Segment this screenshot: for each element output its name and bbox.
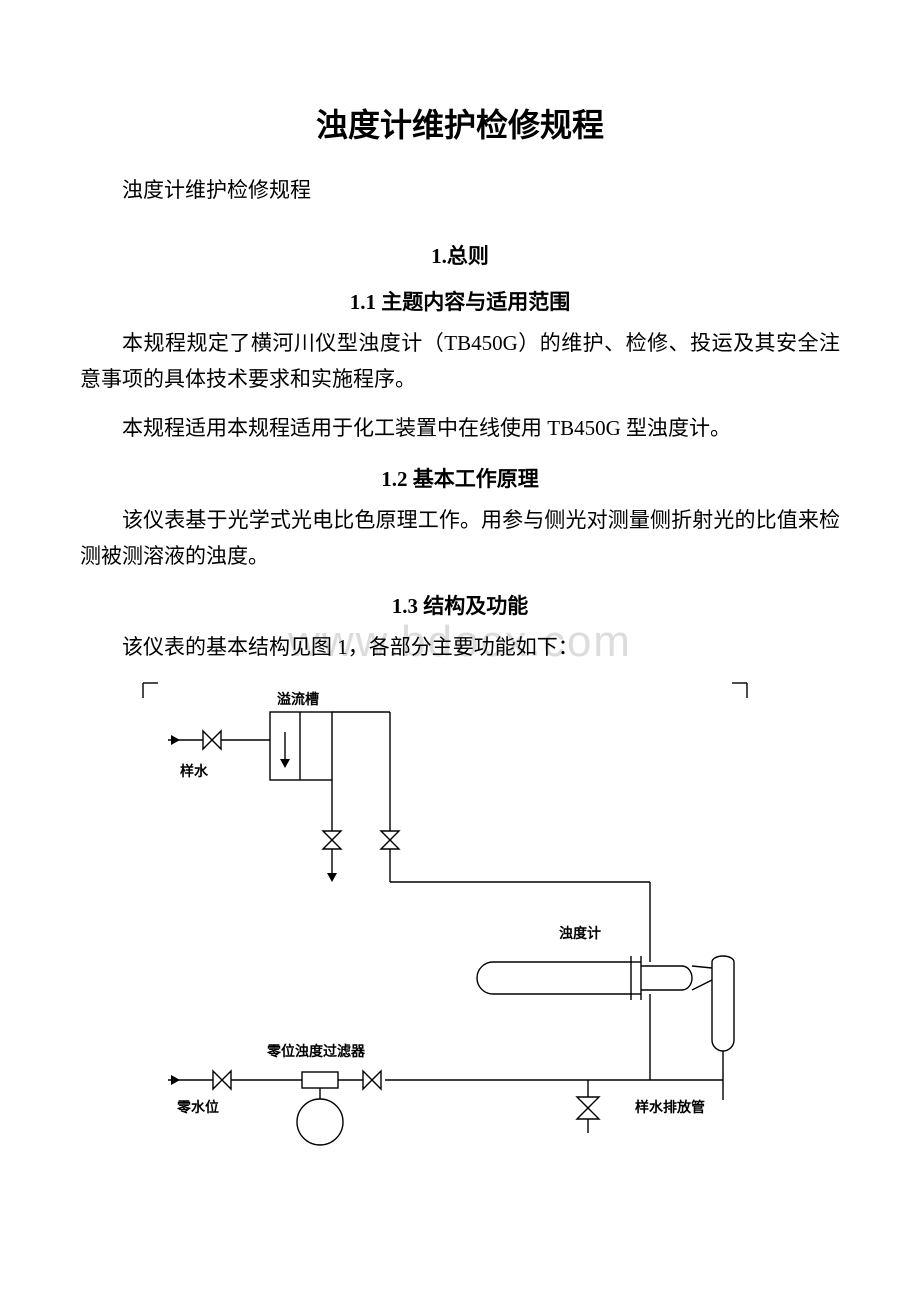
structure-diagram: 溢流槽样水浊度计零位浊度过滤器零水位 样水排放管 <box>140 680 750 1185</box>
svg-text:浊度计: 浊度计 <box>559 925 601 941</box>
section-1-heading: 1.总则 <box>80 240 840 270</box>
section-1-1-p1: 本规程规定了横河川仪型浊度计（TB450G）的维护、检修、投运及其安全注意事项的… <box>80 326 840 397</box>
page-title: 浊度计维护检修规程 <box>80 100 840 146</box>
section-1-3-heading: 1.3 结构及功能 <box>80 590 840 620</box>
svg-text:零水位: 零水位 <box>176 1099 219 1115</box>
section-1-2-p1: 该仪表基于光学式光电比色原理工作。用参与侧光对测量侧折射光的比值来检测被测溶液的… <box>80 503 840 574</box>
svg-text:样水: 样水 <box>180 763 209 779</box>
doc-subtitle: 浊度计维护检修规程 <box>80 174 840 204</box>
section-1-1-heading: 1.1 主题内容与适用范围 <box>80 286 840 316</box>
svg-text:零位浊度过滤器: 零位浊度过滤器 <box>266 1043 366 1059</box>
section-1-1-p2: 本规程适用本规程适用于化工装置中在线使用 TB450G 型浊度计。 <box>80 411 840 447</box>
svg-text:样水排放管: 样水排放管 <box>635 1099 705 1115</box>
svg-text:溢流槽: 溢流槽 <box>277 691 319 707</box>
section-1-3-p1: 该仪表的基本结构见图 1，各部分主要功能如下： <box>80 630 840 666</box>
section-1-2-heading: 1.2 基本工作原理 <box>80 463 840 493</box>
